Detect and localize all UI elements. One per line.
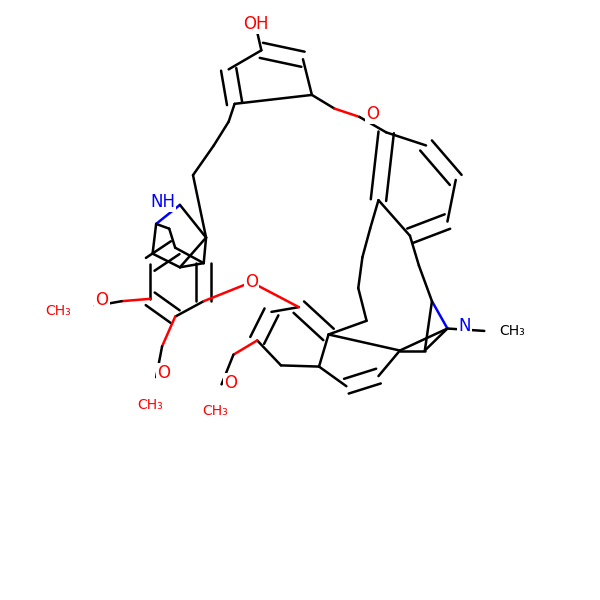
Text: O: O <box>224 374 237 392</box>
Text: CH₃: CH₃ <box>203 404 229 418</box>
Text: O: O <box>245 273 258 291</box>
Text: CH₃: CH₃ <box>137 398 163 412</box>
Text: O: O <box>95 291 109 309</box>
Text: NH: NH <box>150 193 175 211</box>
Text: O: O <box>367 105 380 123</box>
Text: O: O <box>157 364 170 382</box>
Text: OH: OH <box>242 14 268 32</box>
Text: CH₃: CH₃ <box>499 324 525 338</box>
Text: CH₃: CH₃ <box>46 304 71 318</box>
Text: N: N <box>458 317 470 335</box>
